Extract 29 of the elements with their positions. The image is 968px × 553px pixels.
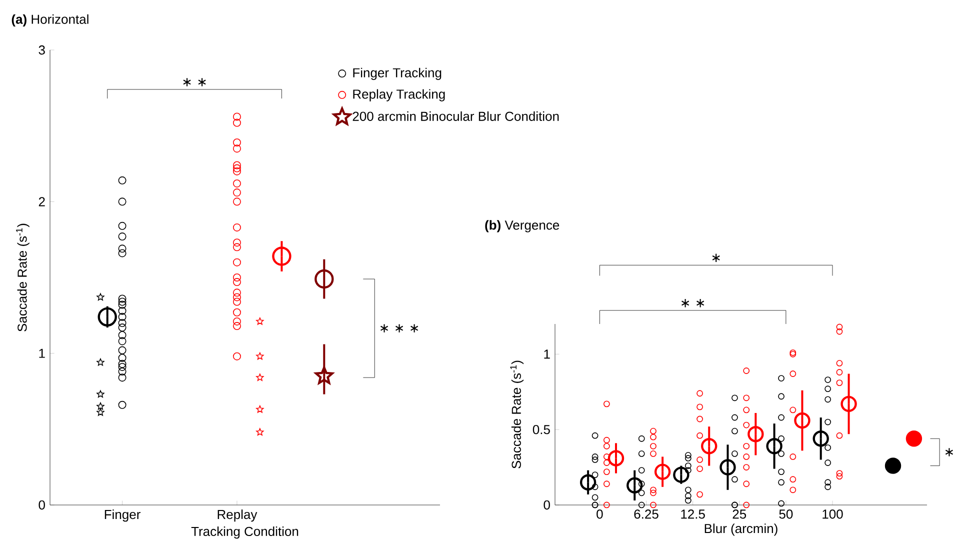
y-tick-label: 0	[38, 500, 45, 510]
y-tick-label: 0	[544, 500, 550, 510]
y-tick-label: 2	[38, 197, 45, 206]
text: ∗	[712, 254, 720, 262]
chart-title: (b) Vergence	[485, 220, 560, 232]
x-tick-label: 50	[779, 510, 793, 519]
legend-label: Replay Tracking	[353, 89, 445, 102]
x-tick-label: 25	[732, 510, 746, 519]
y-tick-label: 0.5	[532, 424, 550, 434]
x-tick-label: 100	[822, 510, 843, 519]
annotation: ∗ ∗	[183, 78, 206, 86]
chart-title: (a) Horizontal	[12, 14, 88, 26]
x-tick-label: 12.5	[681, 510, 705, 519]
text: ∗ ∗	[682, 299, 704, 308]
legend-label: Finger Tracking	[353, 68, 442, 80]
legend-label: 200 arcmin Binocular Blur Condition	[352, 111, 559, 121]
x-tick-label: 6.25	[634, 510, 658, 519]
y-tick-label: 1	[544, 350, 550, 359]
y-axis-title: Saccade Rate (s$^{-1}$)	[510, 360, 524, 468]
annotation: ∗ ∗ ∗	[380, 324, 418, 332]
text: ∗	[945, 448, 954, 456]
x-tick-label: Finger	[104, 510, 140, 522]
x-axis-title: Tracking Condition	[191, 526, 298, 539]
x-tick-label: 0	[596, 510, 603, 519]
x-axis-title: Blur (arcmin)	[704, 524, 778, 536]
y-tick-label: 1	[39, 348, 45, 358]
y-tick-label: 3	[38, 45, 45, 55]
x-tick-label: Replay	[218, 510, 258, 522]
y-axis-title: Saccade Rate (s$^{-1}$)	[16, 224, 30, 332]
